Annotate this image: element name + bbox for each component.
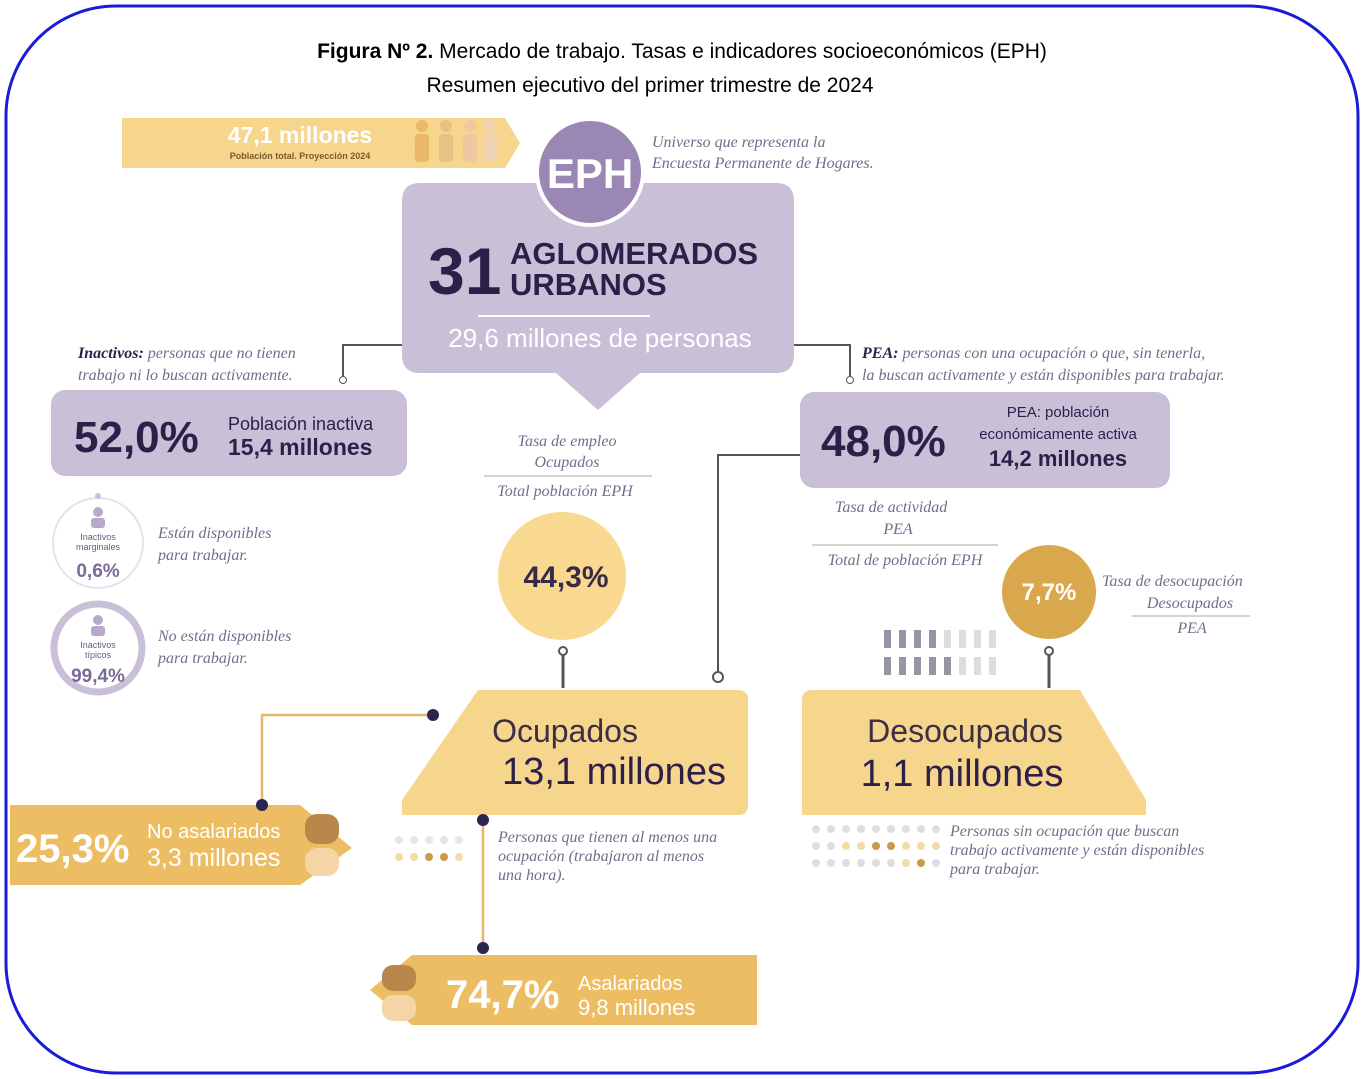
pea-label: PEA: población (1007, 404, 1110, 421)
ocupados-note: Personas que tienen al menos una (497, 829, 717, 846)
no-asalariados-percent: 25,3% (16, 827, 129, 871)
inactivos-percent: 52,0% (74, 413, 199, 462)
inactivos-definition: Inactivos: personas que no tienen (77, 345, 296, 362)
actividad-name: Tasa de actividad (835, 499, 948, 516)
decor (382, 995, 416, 1021)
asalariados-label: Asalariados (578, 973, 683, 995)
desocupacion-numerator: Desocupados (1146, 595, 1233, 612)
title-label: Figura Nº 2. (317, 40, 433, 63)
desocupados-count: 1,1 millones (861, 753, 1064, 795)
desocupados-note: trabajo activamente y están disponibles (950, 842, 1204, 859)
connector-dot (713, 672, 723, 682)
eph-badge-text: EPH (547, 150, 633, 197)
person-icon (93, 507, 103, 517)
no-asalariados-label: No asalariados (147, 821, 280, 843)
empleo-denominator: Total población EPH (497, 483, 634, 500)
desocupacion-name: Tasa de desocupación (1102, 573, 1243, 590)
actividad-numerator: PEA (882, 521, 913, 538)
infographic: Figura Nº 2. Mercado de trabajo. Tasas e… (0, 0, 1364, 1079)
tipicos-label: típicos (85, 650, 112, 660)
connector-dot (256, 799, 268, 811)
connector-dot (427, 709, 439, 721)
asalariados-banner (370, 955, 757, 1025)
pea-definition-line: la buscan activamente y están disponible… (862, 367, 1225, 384)
ocupados-label: Ocupados (492, 713, 638, 749)
ocupados-note: ocupación (trabajaron al menos (498, 848, 704, 865)
marginales-marker (95, 493, 101, 499)
actividad-denominator: Total de población EPH (828, 552, 984, 569)
connector-dot (559, 647, 567, 655)
eph-people: 29,6 millones de personas (448, 323, 752, 353)
ocupados-note: una hora). (498, 867, 566, 884)
connector-dot (340, 377, 347, 384)
pea-definition-line: personas con una ocupación o que, sin te… (901, 345, 1205, 362)
tipicos-note: para trabajar. (157, 650, 248, 667)
title: Figura Nº 2. Mercado de trabajo. Tasas e… (317, 40, 1047, 63)
person-icon (91, 626, 105, 636)
marginales-percent: 0,6% (76, 561, 119, 582)
pea-count: 14,2 millones (989, 446, 1127, 471)
pea-percent: 48,0% (821, 417, 946, 466)
eph-note: Encuesta Permanente de Hogares. (651, 155, 874, 172)
empleo-name: Tasa de empleo (518, 433, 617, 450)
decor (382, 965, 416, 991)
population-label: Población total. Proyección 2024 (230, 151, 371, 161)
pea-term: PEA: (861, 345, 898, 362)
empleo-numerator: Ocupados (535, 454, 600, 471)
empleo-value: 44,3% (523, 561, 608, 594)
decor (305, 848, 339, 876)
marginales-label: Inactivos (80, 532, 116, 542)
desocupados-note: para trabajar. (949, 861, 1040, 878)
eph-label: URBANOS (510, 267, 667, 302)
connector-dot (477, 814, 489, 826)
eph-number: 31 (428, 234, 501, 308)
decor (305, 814, 339, 844)
person-icon (93, 615, 103, 625)
eph-label: AGLOMERADOS (510, 236, 758, 271)
asalariados-percent: 74,7% (446, 973, 559, 1017)
inactivos-count: 15,4 millones (228, 434, 372, 460)
eph-note: Universo que representa la (652, 134, 825, 151)
inactivos-definition-line: trabajo ni lo buscan activamente. (78, 367, 293, 384)
no-asalariados-count: 3,3 millones (147, 844, 280, 872)
asalariados-count: 9,8 millones (578, 995, 695, 1020)
subtitle: Resumen ejecutivo del primer trimestre d… (426, 74, 873, 97)
desocupados-label: Desocupados (867, 713, 1063, 749)
pea-definition: PEA: personas con una ocupación o que, s… (861, 345, 1205, 362)
ocupados-count: 13,1 millones (502, 751, 726, 793)
inactivos-definition-line: personas que no tienen (147, 345, 296, 362)
tipicos-percent: 99,4% (71, 666, 125, 687)
desocupados-note: Personas sin ocupación que buscan (949, 823, 1179, 840)
population-value: 47,1 millones (228, 122, 372, 148)
connector-dot (1045, 647, 1053, 655)
desocupacion-value: 7,7% (1022, 579, 1077, 606)
desocupacion-denominator: PEA (1176, 620, 1207, 637)
inactivos-term: Inactivos: (77, 345, 144, 362)
marginales-note: Están disponibles (157, 525, 271, 542)
connector-dot (847, 377, 854, 384)
title-text: Mercado de trabajo. Tasas e indicadores … (439, 40, 1047, 63)
tipicos-label: Inactivos (80, 640, 116, 650)
person-icon (91, 518, 105, 528)
tipicos-note: No están disponibles (157, 628, 291, 645)
connector-dot (477, 942, 489, 954)
pea-label: económicamente activa (979, 426, 1137, 443)
marginales-note: para trabajar. (157, 547, 248, 564)
inactivos-label: Población inactiva (228, 414, 374, 434)
marginales-label: marginales (76, 542, 121, 552)
